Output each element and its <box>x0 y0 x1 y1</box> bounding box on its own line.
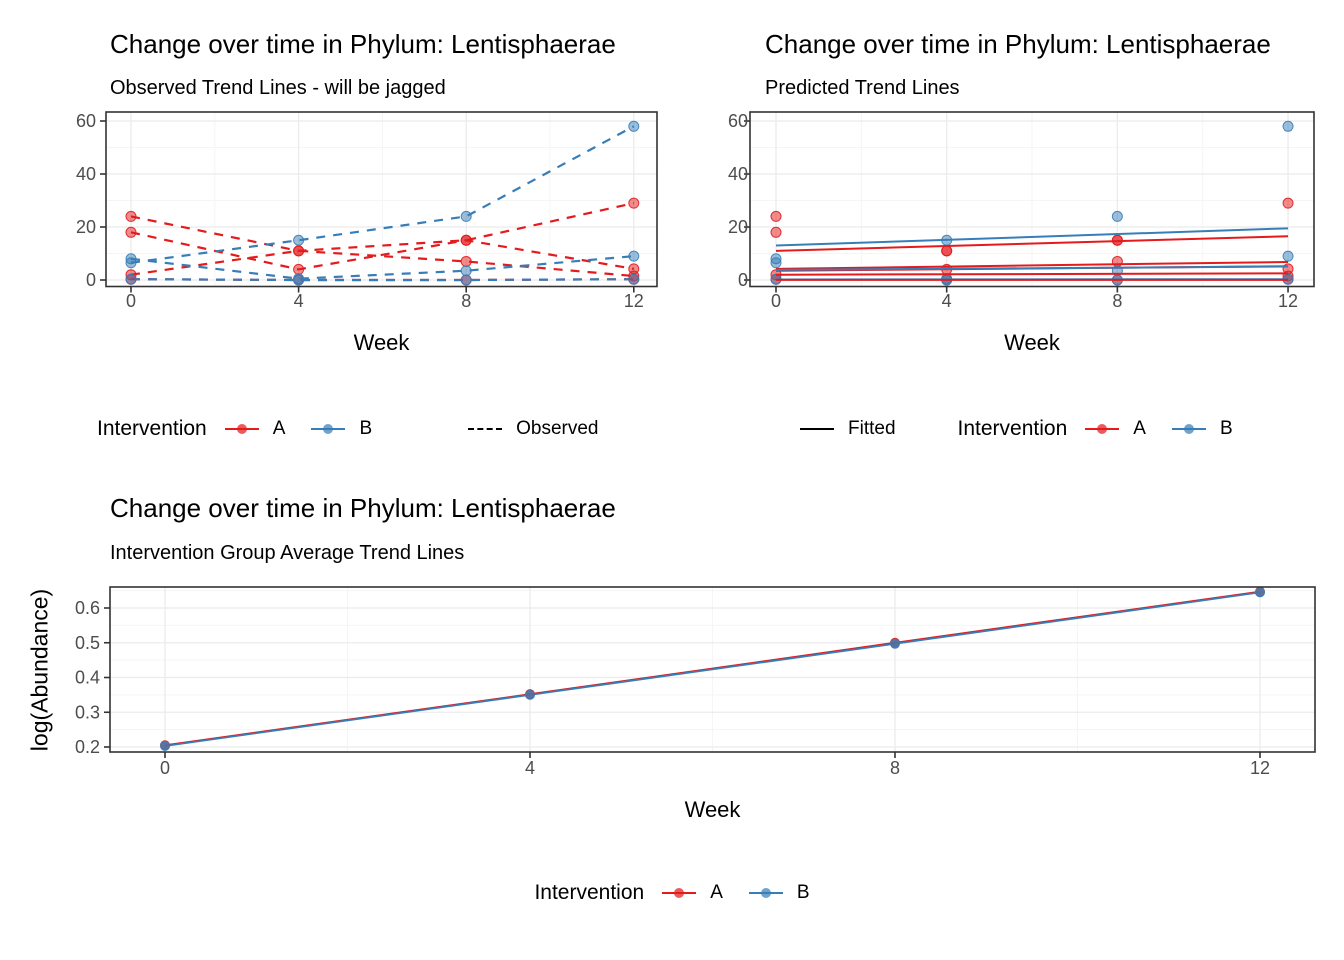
svg-text:8: 8 <box>461 291 471 311</box>
observed-plot-title: Change over time in Phylum: Lentisphaera… <box>110 30 616 59</box>
legend-key-b-icon <box>748 884 783 902</box>
predicted-legend-label-a: A <box>1133 418 1146 439</box>
predicted-x-axis-title: Week <box>1004 330 1060 355</box>
svg-text:0: 0 <box>86 270 96 290</box>
legend-key-b-icon <box>1171 420 1206 438</box>
observed-legend-label-a: A <box>272 418 286 439</box>
average-plot-panel: 0 4 8 12 0.2 0.3 0.4 0.5 0.6 <box>75 586 1316 778</box>
svg-text:12: 12 <box>1250 758 1270 778</box>
average-x-axis-title: Week <box>684 797 741 822</box>
observed-legend: Intervention A B Observed <box>97 414 625 444</box>
legend-key-b-icon <box>311 420 346 438</box>
svg-text:0.5: 0.5 <box>75 633 100 653</box>
svg-text:12: 12 <box>624 291 644 311</box>
legend-key-a-icon <box>662 884 697 902</box>
svg-text:8: 8 <box>1112 291 1122 311</box>
predicted-linetype-label: Fitted <box>848 418 896 439</box>
average-legend: Intervention A B <box>0 878 1344 908</box>
observed-x-axis-title: Week <box>353 330 410 355</box>
svg-text:0.6: 0.6 <box>75 598 100 618</box>
average-legend-label-a: A <box>710 882 723 903</box>
average-legend-title: Intervention <box>534 881 645 904</box>
svg-text:8: 8 <box>890 758 900 778</box>
svg-text:40: 40 <box>76 164 96 184</box>
average-legend-label-b: B <box>796 882 810 903</box>
svg-text:0: 0 <box>126 291 136 311</box>
observed-linetype-label: Observed <box>516 418 599 439</box>
predicted-plot-subtitle: Predicted Trend Lines <box>765 77 960 99</box>
svg-text:60: 60 <box>76 111 96 131</box>
observed-plot-panel: 0 4 8 12 0 20 40 60 <box>76 111 658 311</box>
svg-text:4: 4 <box>942 291 952 311</box>
svg-text:40: 40 <box>728 164 748 184</box>
svg-text:0.3: 0.3 <box>75 702 100 722</box>
svg-text:0: 0 <box>738 270 748 290</box>
svg-text:20: 20 <box>728 217 748 237</box>
svg-text:0.2: 0.2 <box>75 737 100 757</box>
predicted-plot-panel: 0 4 8 12 0 20 40 60 <box>728 111 1315 311</box>
dashed-line-key-icon <box>468 428 503 430</box>
predicted-legend-title: Intervention <box>957 417 1068 440</box>
svg-text:0: 0 <box>771 291 781 311</box>
average-plot-title: Change over time in Phylum: Lentisphaera… <box>110 494 616 523</box>
observed-legend-label-b: B <box>359 418 373 439</box>
predicted-plot-title: Change over time in Phylum: Lentisphaera… <box>765 30 1271 59</box>
predicted-legend-label-b: B <box>1219 418 1233 439</box>
svg-text:0.4: 0.4 <box>75 668 100 688</box>
svg-text:12: 12 <box>1278 291 1298 311</box>
svg-text:60: 60 <box>728 111 748 131</box>
average-plot-subtitle: Intervention Group Average Trend Lines <box>110 542 465 564</box>
svg-text:4: 4 <box>294 291 304 311</box>
svg-text:4: 4 <box>525 758 535 778</box>
svg-text:0: 0 <box>160 758 170 778</box>
legend-key-a-icon <box>1085 420 1120 438</box>
svg-text:20: 20 <box>76 217 96 237</box>
predicted-legend: Fitted Intervention A B <box>800 414 1233 444</box>
solid-line-key-icon <box>800 427 834 431</box>
observed-plot-subtitle: Observed Trend Lines - will be jagged <box>110 77 446 99</box>
observed-legend-title: Intervention <box>97 417 207 440</box>
legend-key-a-icon <box>224 420 259 438</box>
